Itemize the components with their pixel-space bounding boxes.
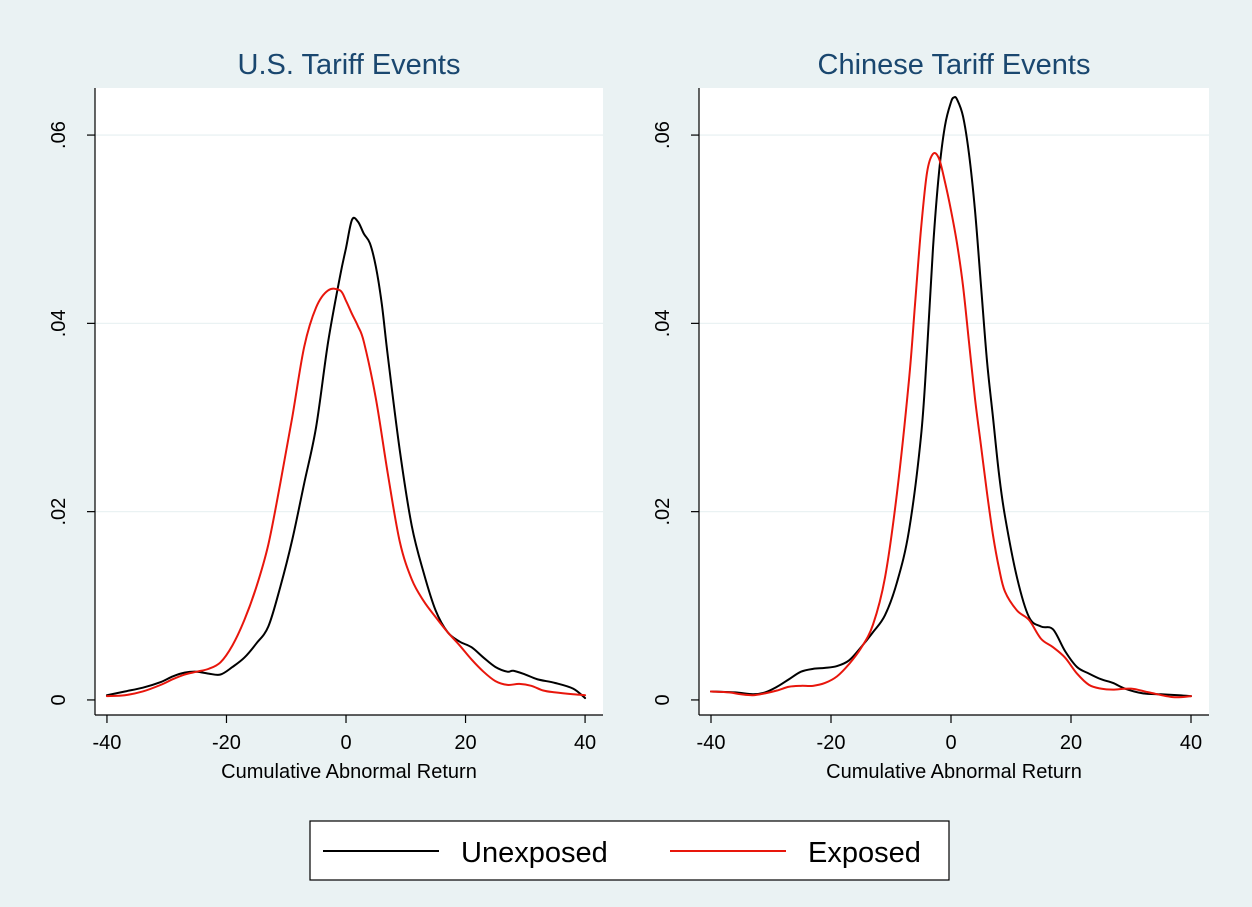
y-tick-label: .04 [48, 309, 70, 337]
plot-area: 0 .02 .04 .06 -40 -20 0 20 40 [652, 88, 1209, 754]
y-tick-label: 0 [652, 694, 674, 705]
series-line-exposed [105, 287, 587, 698]
legend: Unexposed Exposed [309, 820, 950, 881]
y-tick-label: .06 [48, 121, 70, 149]
x-axis-label: Cumulative Abnormal Return [826, 761, 1082, 783]
y-tick-label: .02 [48, 498, 70, 526]
x-tick-label: 0 [340, 732, 351, 754]
legend-label-exposed: Exposed [808, 837, 921, 869]
panel-us-tariff-events: U.S. Tariff Events 0 .02 .04 .06 -40 -20 0 20 40… [48, 49, 603, 783]
x-tick-label: -20 [212, 732, 241, 754]
plot-background [95, 88, 603, 715]
x-axis-label: Cumulative Abnormal Return [221, 761, 477, 783]
x-tick-label: -20 [817, 732, 846, 754]
series-line-unexposed [105, 216, 587, 700]
series-line-exposed [710, 151, 1192, 699]
y-tick-label: .04 [652, 309, 674, 337]
x-tick-label: 40 [574, 732, 596, 754]
x-tick-label: 40 [1180, 732, 1202, 754]
x-tick-label: 20 [1060, 732, 1082, 754]
series-line-unexposed [710, 95, 1192, 698]
panel-title: U.S. Tariff Events [238, 49, 461, 81]
y-tick-label: 0 [48, 694, 70, 705]
panel-title: Chinese Tariff Events [818, 49, 1091, 81]
legend-label-unexposed: Unexposed [461, 837, 608, 869]
panel-chinese-tariff-events: Chinese Tariff Events 0 .02 .04 .06 -40 -20 0 2… [652, 49, 1209, 783]
x-tick-label: -40 [92, 732, 121, 754]
y-tick-label: .02 [652, 498, 674, 526]
plot-area: 0 .02 .04 .06 -40 -20 0 20 40 [48, 88, 603, 754]
y-tick-label: .06 [652, 121, 674, 149]
plot-background [699, 88, 1209, 715]
x-tick-label: 20 [454, 732, 476, 754]
x-tick-label: 0 [945, 732, 956, 754]
x-tick-label: -40 [697, 732, 726, 754]
